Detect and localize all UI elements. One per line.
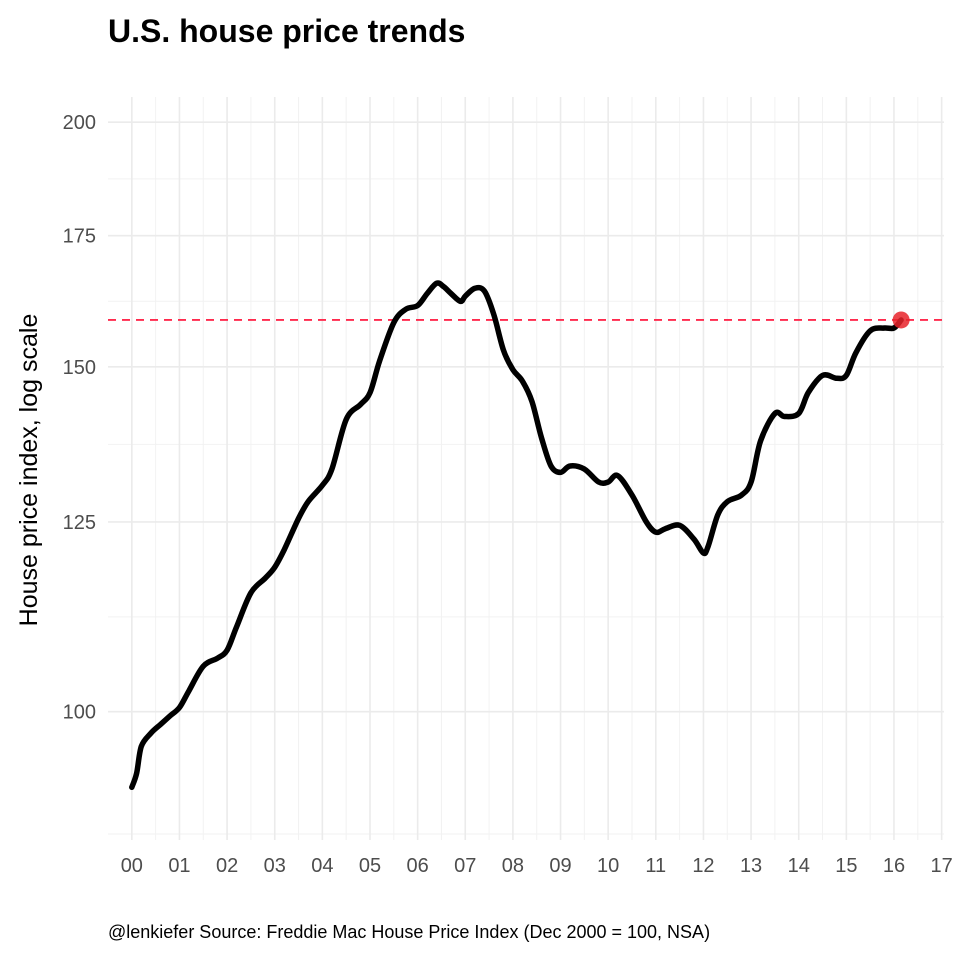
x-tick-label: 11 [645, 855, 666, 877]
x-tick-label: 00 [121, 855, 143, 877]
y-axis-ticks: 100 125 150 175 200 [63, 112, 96, 724]
x-tick-label: 09 [549, 855, 571, 877]
x-tick-label: 15 [835, 855, 857, 877]
minor-gridlines [108, 97, 944, 840]
y-tick-label: 150 [63, 357, 96, 379]
series-line-layer [129, 280, 904, 791]
x-axis-ticks: 00 01 02 03 04 05 06 07 08 09 10 11 12 13 14 15 16 17 [121, 855, 953, 877]
x-tick-label: 06 [407, 855, 429, 877]
x-tick-label: 08 [502, 855, 524, 877]
chart-title: U.S. house price trends [108, 13, 465, 49]
x-tick-label: 13 [740, 855, 762, 877]
house-price-line [129, 280, 904, 791]
x-tick-label: 16 [883, 855, 905, 877]
x-tick-label: 10 [597, 855, 619, 877]
x-tick-label: 02 [216, 855, 238, 877]
chart-caption: @lenkiefer Source: Freddie Mac House Pri… [108, 922, 710, 942]
major-gridlines [108, 97, 944, 840]
x-tick-label: 12 [692, 855, 714, 877]
y-tick-label: 200 [63, 112, 96, 134]
x-tick-label: 17 [930, 855, 952, 877]
y-tick-label: 175 [63, 226, 96, 248]
x-tick-label: 07 [454, 855, 476, 877]
x-tick-label: 04 [311, 855, 333, 877]
x-tick-label: 05 [359, 855, 381, 877]
x-tick-label: 01 [168, 855, 190, 877]
y-tick-label: 125 [63, 512, 96, 534]
x-tick-label: 03 [264, 855, 286, 877]
y-axis-label: House price index, log scale [15, 314, 43, 627]
latest-value-point [892, 311, 910, 329]
x-tick-label: 14 [788, 855, 810, 877]
y-tick-label: 100 [63, 702, 96, 724]
highlight-point-layer [892, 311, 910, 329]
